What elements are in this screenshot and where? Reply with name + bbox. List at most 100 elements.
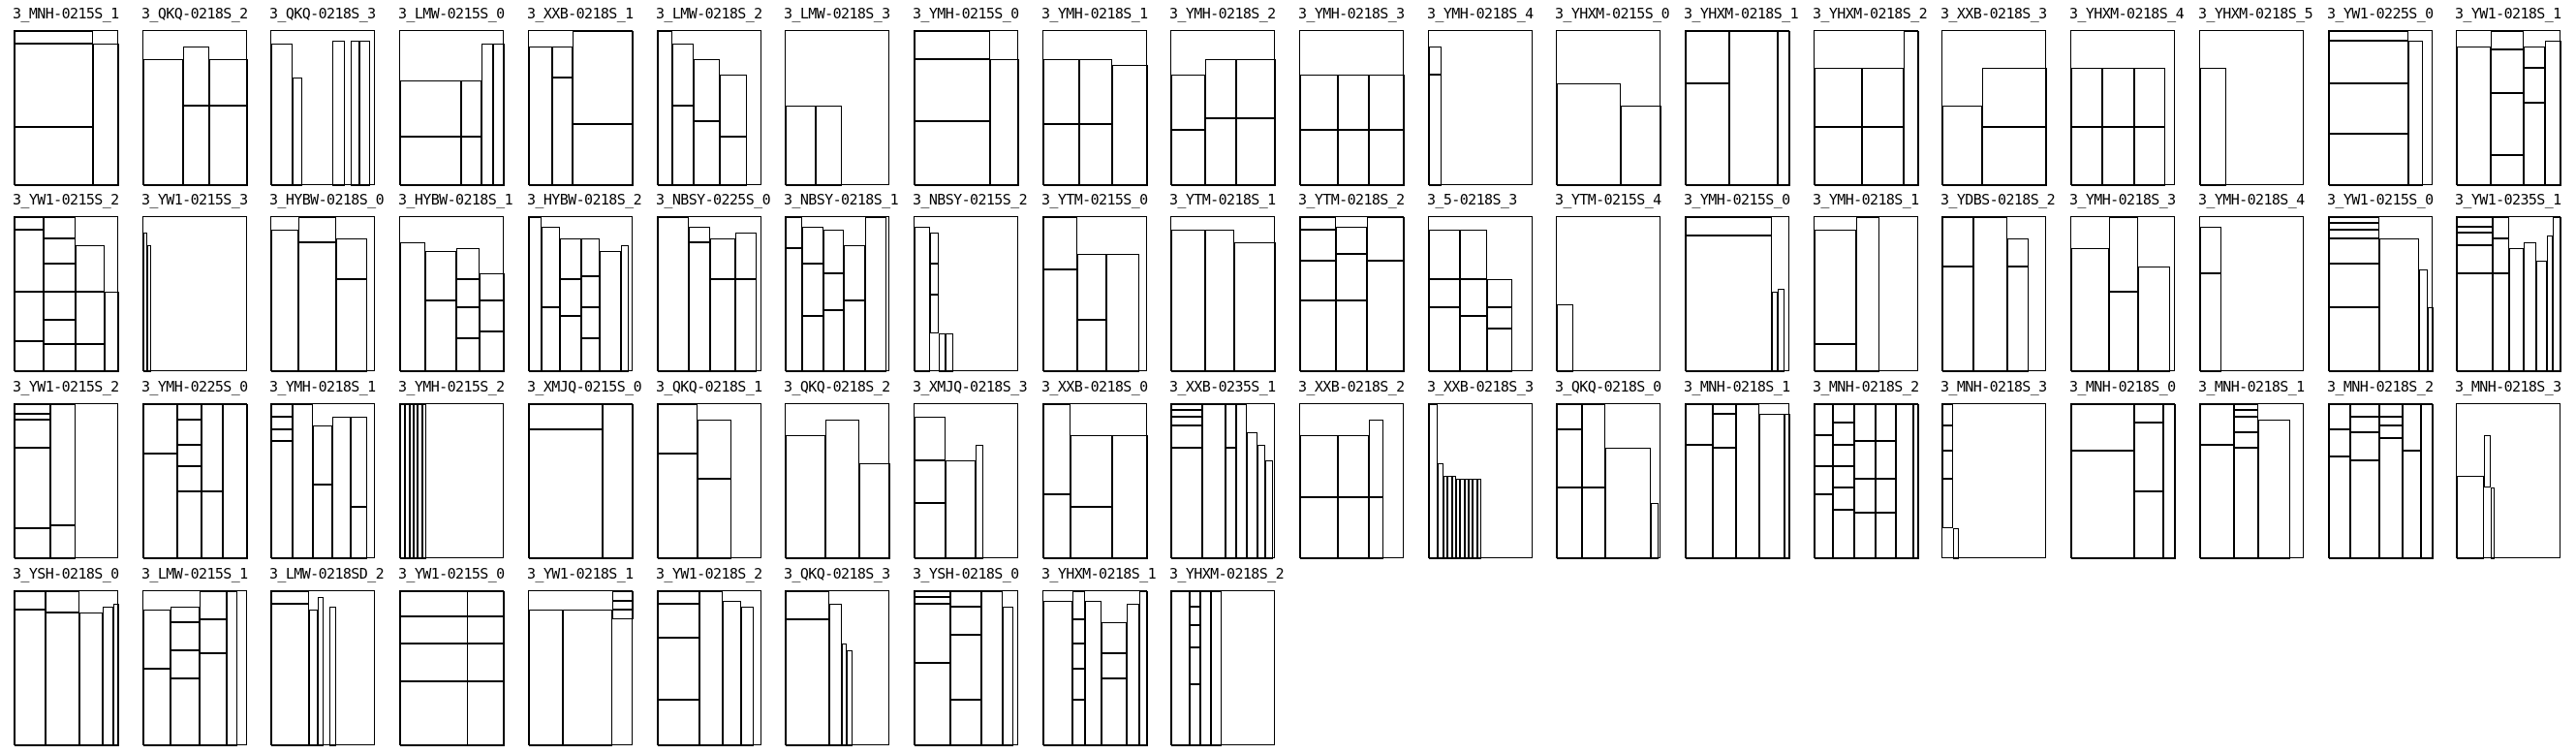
layout-cell: 3_YMH-0218S_3: [2057, 190, 2185, 374]
layout-cell: 3_YMH-0215S_2: [386, 377, 513, 561]
layout-title: 3_YHXM-0218S_2: [1169, 565, 1285, 582]
layout-piece: [915, 58, 990, 121]
layout-piece: [1942, 425, 1953, 451]
layout-piece: [1942, 451, 1953, 479]
layout-piece: [600, 251, 622, 372]
layout-piece: [658, 454, 698, 559]
layout-piece: [2524, 241, 2537, 372]
layout-piece: [200, 618, 228, 653]
layout-cell: 3_YMH-0218S_1: [257, 377, 385, 561]
layout-sheet: [785, 590, 889, 746]
layout-piece: [1912, 404, 1919, 559]
layout-piece: [1112, 435, 1148, 559]
layout-piece: [1190, 607, 1201, 626]
layout-piece: [400, 404, 406, 559]
layout-title: 3_YHXM-0218S_1: [1041, 565, 1157, 582]
layout-piece: [1815, 466, 1834, 494]
layout-sheet: [1428, 216, 1533, 372]
layout-title: 3_YHXM-0215S_0: [1555, 5, 1670, 22]
layout-cell: 3_YMH-0215S_0: [1671, 190, 1799, 374]
layout-title: 3_HYBW-0218S_1: [398, 191, 513, 208]
layout-piece: [2233, 410, 2259, 417]
layout-piece: [271, 428, 293, 442]
layout-piece: [313, 485, 332, 559]
layout-title: 3_YW1-0218S_1: [527, 565, 634, 582]
layout-title: 3_YHXM-0218S_1: [1684, 5, 1799, 22]
layout-piece: [612, 600, 634, 611]
layout-sheet: [657, 590, 761, 746]
layout-title: 3_HYBW-0218S_2: [527, 191, 642, 208]
layout-piece: [1367, 260, 1405, 372]
layout-title: 3_XXB-0218S_0: [1041, 378, 1148, 395]
layout-piece: [1778, 288, 1785, 372]
layout-piece: [1190, 591, 1201, 607]
layout-piece: [1102, 622, 1128, 653]
layout-piece: [1235, 58, 1276, 118]
layout-sheet: [1042, 403, 1148, 559]
layout-piece: [2108, 291, 2139, 372]
layout-cell: 3_LMW-0215S_0: [386, 4, 513, 188]
layout-piece: [2071, 127, 2103, 186]
layout-title: 3_YW1-0215S_0: [2327, 191, 2434, 208]
layout-piece: [1211, 591, 1222, 746]
layout-piece: [2490, 93, 2525, 155]
layout-title: 3_YW1-0235S_1: [2455, 191, 2561, 208]
layout-sheet: [785, 216, 889, 372]
layout-piece: [1973, 217, 2007, 372]
layout-piece: [802, 316, 823, 372]
layout-piece: [1581, 487, 1605, 559]
layout-piece: [2490, 49, 2525, 93]
layout-piece: [1257, 444, 1266, 559]
layout-piece: [1460, 279, 1488, 317]
layout-piece: [699, 591, 723, 746]
layout-sheet: [399, 30, 505, 186]
layout-piece: [529, 428, 603, 559]
layout-title: 3_MNH-0218S_1: [1684, 378, 1790, 395]
layout-title: 3_YMH-0218S_4: [1427, 5, 1534, 22]
layout-piece: [176, 490, 202, 559]
layout-piece: [1686, 31, 1730, 84]
layout-piece: [2484, 435, 2491, 488]
layout-piece: [844, 300, 866, 372]
layout-title: 3_YMH-0215S_2: [398, 378, 505, 395]
layout-piece: [49, 404, 76, 525]
layout-piece: [560, 279, 581, 317]
layout-sheet: [270, 403, 375, 559]
layout-sheet: [2070, 216, 2175, 372]
layout-piece: [658, 603, 700, 638]
layout-piece: [424, 300, 457, 372]
layout-piece: [1171, 425, 1203, 448]
layout-title: 3_YMH-0225S_0: [141, 378, 248, 395]
layout-piece: [1784, 413, 1790, 559]
layout-cell: 3_YW1-0235S_1: [2442, 190, 2570, 374]
layout-title: 3_YMH-0218S_3: [1298, 5, 1405, 22]
layout-sheet: [14, 30, 119, 186]
layout-piece: [1833, 466, 1855, 488]
layout-piece: [171, 622, 201, 650]
layout-sheet: [914, 403, 1018, 559]
layout-title: 3_XXB-0218S_3: [1427, 378, 1534, 395]
layout-piece: [930, 295, 939, 333]
layout-piece: [400, 241, 425, 372]
layout-piece: [335, 279, 368, 372]
layout-piece: [2402, 451, 2422, 559]
layout-piece: [2427, 306, 2434, 372]
layout-piece: [560, 238, 581, 279]
layout-piece: [1815, 493, 1834, 559]
layout-piece: [209, 58, 248, 106]
layout-cell: 3_YTM-0215S_0: [1029, 190, 1157, 374]
layout-piece: [1369, 420, 1384, 497]
layout-cell: 3_YDBS-0218S_2: [1928, 190, 2056, 374]
layout-piece: [1896, 404, 1913, 559]
layout-piece: [1686, 444, 1714, 559]
layout-piece: [1854, 478, 1876, 513]
layout-piece: [2102, 127, 2134, 186]
layout-cell: 3_YHXM-0218S_4: [2057, 4, 2185, 188]
layout-piece: [915, 120, 990, 186]
layout-piece: [400, 80, 461, 137]
layout-sheet: [270, 30, 375, 186]
layout-title: 3_YW1-0215S_0: [398, 565, 505, 582]
layout-piece: [1982, 68, 2047, 128]
layout-sheet: [1170, 216, 1276, 372]
